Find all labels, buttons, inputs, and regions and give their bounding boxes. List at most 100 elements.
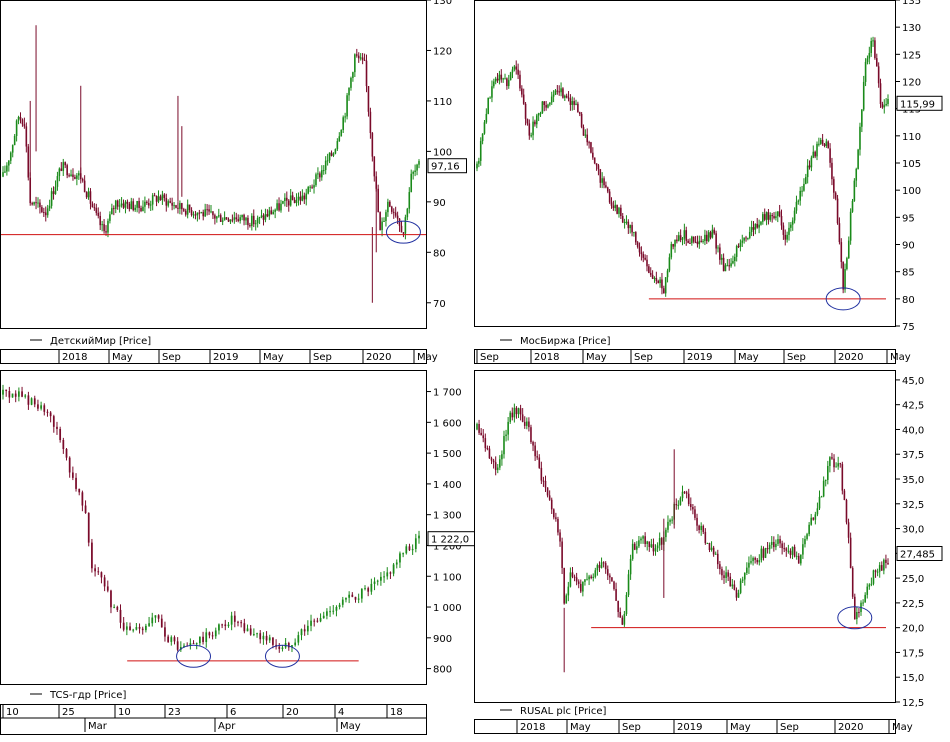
x-axis-bar[interactable] xyxy=(474,719,896,734)
candle-body xyxy=(609,575,611,578)
candle-body xyxy=(554,90,557,95)
candle-body xyxy=(249,225,251,227)
candle-body xyxy=(87,512,90,543)
candle-body xyxy=(480,432,482,436)
candle-body xyxy=(750,561,752,563)
candle-body xyxy=(120,203,123,206)
candle-body xyxy=(874,40,876,59)
candle-body xyxy=(856,611,858,620)
candle-body xyxy=(756,559,759,563)
candle-body xyxy=(648,541,651,548)
candle-body xyxy=(303,195,306,200)
candle-body xyxy=(305,193,308,200)
candle-body xyxy=(795,555,798,557)
y-tick-label: 95 xyxy=(902,213,915,224)
candle-body xyxy=(562,88,564,98)
candle-body xyxy=(773,216,775,219)
candle-body xyxy=(97,212,100,216)
candle-body xyxy=(523,421,526,426)
candle-body xyxy=(231,219,234,221)
candle-body xyxy=(385,212,387,221)
candle-body xyxy=(870,583,873,585)
candle-body xyxy=(346,95,348,117)
candle-body xyxy=(767,212,770,220)
candle-body xyxy=(565,595,568,604)
x-axis-bar[interactable] xyxy=(0,704,427,735)
candle-body xyxy=(408,192,411,209)
highlight-circle xyxy=(837,606,873,630)
candle-body xyxy=(293,199,296,204)
candle-body xyxy=(224,624,227,627)
candle-body xyxy=(295,199,298,204)
last-price-box: 1 222,0 xyxy=(427,531,480,547)
candle-body xyxy=(489,97,491,99)
candle-body xyxy=(208,632,211,636)
candle-body xyxy=(862,602,864,604)
candle-body xyxy=(478,160,480,164)
candle-body xyxy=(653,277,656,279)
candle-body xyxy=(791,220,794,225)
candle-body xyxy=(354,54,356,73)
candle-body xyxy=(287,200,290,206)
candle-body xyxy=(851,200,854,212)
candle-body xyxy=(728,265,731,267)
candle-body xyxy=(291,195,294,200)
candle-body xyxy=(747,237,749,239)
candle-body xyxy=(227,624,230,627)
candle-body xyxy=(122,203,125,208)
x-axis-bar[interactable] xyxy=(0,349,427,364)
y-tick-label: 42,5 xyxy=(902,401,924,412)
candle-body xyxy=(709,232,712,238)
candle-body xyxy=(11,393,14,398)
candle-body xyxy=(559,532,561,542)
candle-body xyxy=(588,142,590,144)
candle-body xyxy=(341,599,344,605)
candle-body xyxy=(259,633,262,640)
x-axis-bar[interactable] xyxy=(474,349,896,364)
y-tick-label: 90 xyxy=(902,241,915,252)
candle-body xyxy=(54,186,57,195)
candle-body xyxy=(210,211,212,213)
candle-body xyxy=(599,169,602,183)
last-price-box: 97,16 xyxy=(427,158,467,174)
candle-body xyxy=(855,168,858,181)
candle-body xyxy=(230,615,233,625)
candle-body xyxy=(14,393,17,397)
candle-body xyxy=(221,624,223,626)
candle-body xyxy=(205,632,208,643)
candle-body xyxy=(762,214,764,222)
candle-body xyxy=(161,194,164,201)
candle-body xyxy=(219,215,222,222)
candle-body xyxy=(558,91,560,93)
candle-body xyxy=(476,424,478,430)
candle-body xyxy=(507,80,510,87)
candle-body xyxy=(223,217,226,221)
y-tick-label: 1 700 xyxy=(433,388,462,399)
candle-body xyxy=(383,576,385,578)
candle-body xyxy=(276,203,278,210)
candle-body xyxy=(317,173,319,175)
candle-body xyxy=(748,562,750,568)
candle-body xyxy=(668,257,671,271)
candle-body xyxy=(268,637,271,641)
candle-body xyxy=(692,236,695,242)
chart-panel-2: 1 700 1 600 1 500 1 400 1 300 1 200 1 100 1 000… xyxy=(0,370,480,735)
candle-body xyxy=(486,448,489,450)
candle-body xyxy=(675,503,678,506)
candle-body xyxy=(885,104,887,106)
y-tick-label: 120 xyxy=(902,78,921,89)
candle-body xyxy=(241,214,243,218)
y-tick-label: 120 xyxy=(433,46,452,57)
candle-body xyxy=(528,421,530,428)
candle-body xyxy=(808,165,811,168)
candle-body xyxy=(48,205,51,209)
candle-body xyxy=(771,215,773,217)
candle-body xyxy=(808,524,810,535)
candle-body xyxy=(217,215,220,217)
candle-body xyxy=(239,217,241,221)
candle-body xyxy=(526,421,528,426)
candle-body xyxy=(864,61,867,82)
candle-body xyxy=(37,404,39,409)
candle-body xyxy=(604,563,607,570)
candle-body xyxy=(655,277,658,281)
